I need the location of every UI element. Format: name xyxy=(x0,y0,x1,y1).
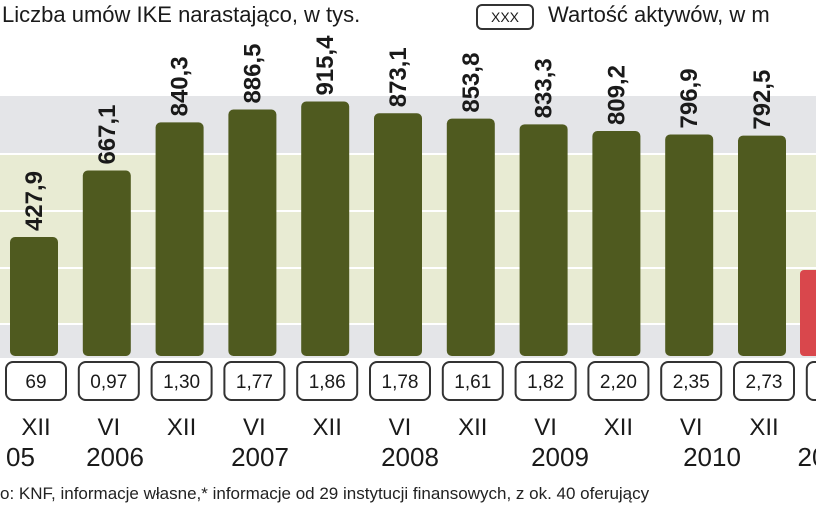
bar-value-label: 915,4 xyxy=(312,35,339,96)
asset-value-box xyxy=(369,361,431,401)
year-label: 2007 xyxy=(231,442,289,472)
x-tick-label: XII xyxy=(313,414,342,441)
x-tick-label: XII xyxy=(21,414,50,441)
bar-value-label: 853,8 xyxy=(458,53,485,113)
bar xyxy=(446,118,495,356)
year-label: 2009 xyxy=(531,442,589,472)
asset-value-box xyxy=(587,361,650,401)
legend-assets: Wartość aktywów, w m xyxy=(548,2,770,27)
x-tick-label: VI xyxy=(97,414,120,441)
year-label: 2010 xyxy=(683,442,741,472)
bar xyxy=(10,237,58,356)
bar xyxy=(82,170,131,356)
bar-value-label: 840,3 xyxy=(167,56,194,116)
x-tick-label: XII xyxy=(749,414,778,441)
asset-value-box xyxy=(150,361,213,401)
asset-value-box xyxy=(77,361,140,401)
asset-value-box xyxy=(223,361,286,401)
asset-value-box xyxy=(514,361,577,401)
x-tick-label: XII xyxy=(604,414,633,441)
bar xyxy=(738,135,786,356)
bar-value-label: 796,9 xyxy=(676,68,703,128)
asset-value-label: 1,77 xyxy=(236,372,273,393)
year-label: 2006 xyxy=(86,442,144,472)
bar-value-label: 792,5 xyxy=(749,70,776,130)
asset-value-box xyxy=(733,361,795,401)
asset-value-label: 0,97 xyxy=(90,372,127,393)
asset-value-label: 1,61 xyxy=(454,372,491,393)
asset-value-label: 2,35 xyxy=(673,372,710,393)
year-label: 05 xyxy=(6,442,35,472)
asset-value-box xyxy=(296,361,359,401)
legend-ike-count: Liczba umów IKE narastająco, w tys. xyxy=(2,2,361,27)
legend-assets-box: XXX xyxy=(476,4,534,30)
bar xyxy=(519,124,568,357)
asset-value-label: 69 xyxy=(25,372,46,393)
x-tick-label: XII xyxy=(458,414,487,441)
bar-value-label: 873,1 xyxy=(385,47,412,107)
asset-value-label: 1,86 xyxy=(309,372,346,393)
bar xyxy=(155,122,204,356)
x-tick-label: VI xyxy=(243,414,266,441)
bar-value-label: 833,3 xyxy=(531,58,558,118)
asset-value-box xyxy=(660,361,723,401)
x-tick-label: VI xyxy=(389,414,412,441)
bar-partial xyxy=(800,270,816,356)
asset-value-box xyxy=(805,361,816,401)
x-tick-label: VI xyxy=(680,414,703,441)
bar-value-label: 667,1 xyxy=(94,104,121,164)
year-label: 2008 xyxy=(381,442,439,472)
asset-value-label: 2,20 xyxy=(600,372,637,393)
bar-value-label: 886,5 xyxy=(239,43,266,103)
asset-value-label: 1,30 xyxy=(163,372,200,393)
bar xyxy=(665,134,714,356)
asset-value-label: 1,82 xyxy=(527,372,564,393)
bar xyxy=(592,131,641,356)
bar xyxy=(374,113,422,356)
bar-value-label: 809,2 xyxy=(603,65,630,125)
bar-chart: 427,9 667,1 840,3 886,5 915,4 873,1 853,8 833,3… xyxy=(0,35,816,472)
year-label: 20 xyxy=(798,442,816,472)
asset-value-label: 1,78 xyxy=(382,372,419,393)
bar xyxy=(301,101,350,356)
x-tick-label: XII xyxy=(167,414,196,441)
x-tick-label: VI xyxy=(534,414,557,441)
asset-value-box xyxy=(5,361,67,401)
bar-value-label: 427,9 xyxy=(21,171,48,231)
source-note: o: KNF, informacje własne,* informacje o… xyxy=(0,484,650,503)
asset-value-box xyxy=(441,361,504,401)
asset-value-label: 2,73 xyxy=(746,372,783,393)
bar xyxy=(228,109,277,356)
